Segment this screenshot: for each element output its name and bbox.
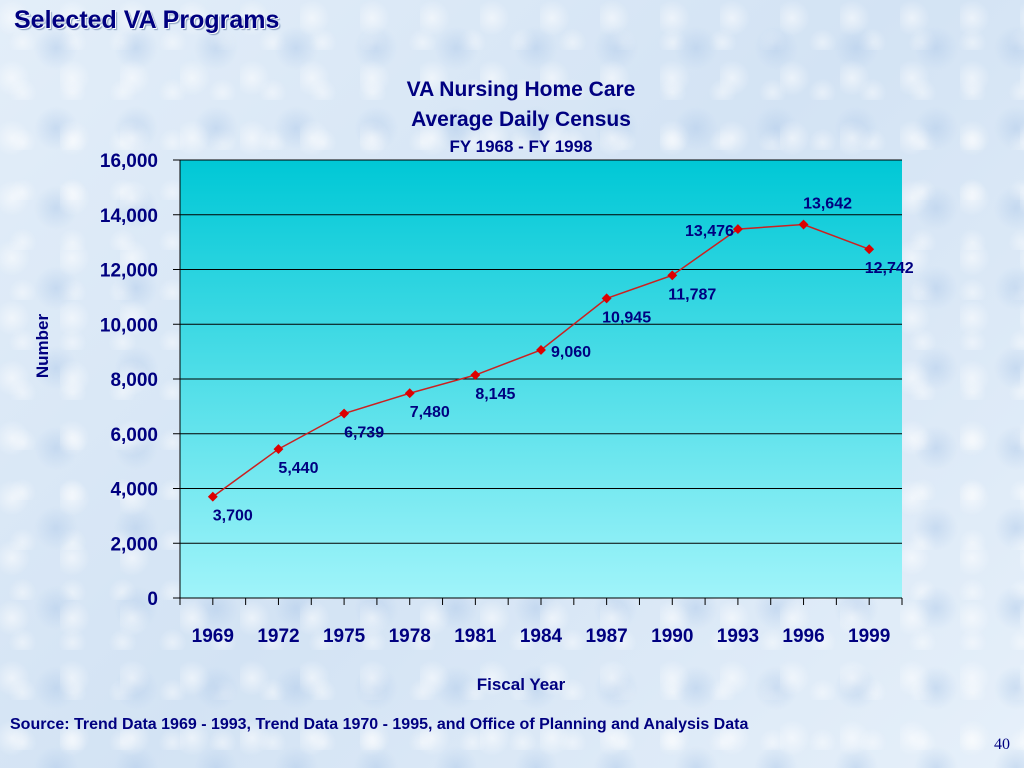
y-tick-label: 0: [147, 589, 158, 610]
data-point-marker: [864, 244, 875, 255]
x-axis-title: Fiscal Year: [477, 675, 566, 694]
data-label: 7,480: [410, 404, 450, 421]
x-tick-label: 1990: [651, 626, 693, 647]
data-point-marker: [207, 491, 218, 502]
data-label: 3,700: [213, 508, 253, 525]
axes: 0 2,000 4,000 6,000 8,000 10,000 12,000 14,000 1…: [100, 151, 903, 647]
data-point-marker: [404, 388, 415, 399]
data-point-marker: [470, 370, 481, 380]
x-tick-label: 1978: [389, 626, 431, 647]
source-note: Source: Trend Data 1969 - 1993, Trend Da…: [10, 716, 749, 733]
x-tick-label: 1993: [717, 626, 759, 647]
chart-title: VA Nursing Home Care: [407, 78, 636, 101]
data-point-marker: [339, 408, 350, 419]
data-point-marker: [273, 444, 284, 455]
x-tick-label: 1984: [520, 626, 563, 647]
series-line-group: [207, 219, 875, 502]
chart-title-line2: Average Daily Census: [411, 108, 631, 131]
data-point-marker: [601, 293, 612, 304]
data-label: 5,440: [278, 460, 318, 477]
y-tick-label: 6,000: [110, 425, 158, 446]
slide-title: Selected VA Programs: [14, 6, 280, 34]
data-label: 9,060: [551, 344, 591, 361]
y-tick-label: 10,000: [100, 315, 158, 336]
gridlines: [180, 159, 902, 599]
y-tick-label: 14,000: [100, 206, 158, 227]
chart: VA Nursing Home Care Average Daily Censu…: [33, 78, 914, 694]
x-tick-label: 1975: [323, 626, 366, 647]
data-labels: 3,700 5,440 6,739 7,480 8,145 9,060 10,945 11,7…: [213, 196, 914, 525]
x-tick-label: 1987: [585, 626, 627, 647]
y-tick-label: 4,000: [110, 480, 158, 501]
y-tick-label: 16,000: [100, 151, 158, 172]
data-label: 13,642: [803, 196, 852, 213]
page-number: 40: [994, 736, 1010, 753]
data-label: 10,945: [602, 309, 651, 326]
data-label: 12,742: [865, 260, 914, 277]
chart-subtitle: FY 1968 - FY 1998: [449, 137, 592, 156]
data-point-marker: [732, 224, 743, 235]
x-tick-label: 1969: [192, 626, 234, 647]
data-label: 13,476: [685, 223, 734, 240]
x-tick-label: 1981: [454, 626, 497, 647]
data-point-marker: [667, 270, 678, 281]
y-axis-title: Number: [33, 314, 52, 379]
data-label: 6,739: [344, 425, 384, 442]
data-point-marker: [798, 219, 809, 230]
data-label: 11,787: [668, 286, 716, 303]
x-tick-label: 1999: [848, 626, 890, 647]
data-point-marker: [536, 345, 546, 355]
data-label: 8,145: [475, 386, 515, 403]
x-tick-label: 1972: [257, 626, 299, 647]
y-tick-label: 8,000: [110, 370, 158, 391]
x-tick-label: 1996: [782, 626, 824, 647]
y-tick-label: 12,000: [100, 261, 158, 282]
y-tick-label: 2,000: [110, 534, 158, 555]
